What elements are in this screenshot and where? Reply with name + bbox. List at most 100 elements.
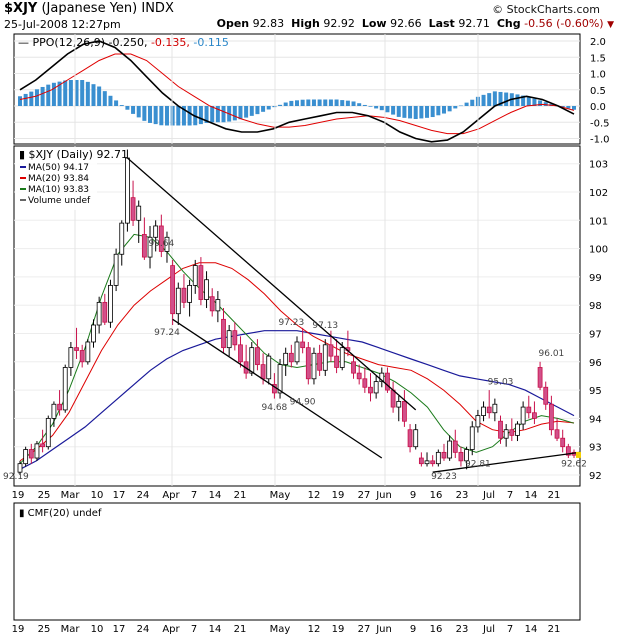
ppo-histogram-bar xyxy=(396,106,401,117)
ppo-histogram-bar xyxy=(351,101,356,106)
ppo-tick-label: 0.0 xyxy=(590,102,606,113)
x-tick-label: 9 xyxy=(410,490,416,501)
candle-body xyxy=(407,429,413,448)
ppo-histogram-bar xyxy=(306,99,311,106)
ppo-histogram-bar xyxy=(453,106,458,109)
symbol: $XJY xyxy=(4,1,38,16)
candle-body xyxy=(322,344,328,371)
ppo-histogram-bar xyxy=(57,81,62,106)
ppo-tick-label: 1.0 xyxy=(590,70,606,81)
candle-body xyxy=(334,355,339,368)
ppo-line xyxy=(19,40,575,143)
candle-body xyxy=(537,367,543,388)
candle-body xyxy=(452,440,458,453)
x-tick-label: 12 xyxy=(308,490,321,501)
ppo-histogram-bar xyxy=(80,80,85,106)
ppo-histogram-bar xyxy=(142,106,147,121)
ppo-histogram-bar xyxy=(210,106,215,123)
ppo-histogram-bar xyxy=(317,99,322,106)
x-tick-label: Apr xyxy=(162,624,180,635)
x-tick-label: 25 xyxy=(38,624,51,635)
source-credit[interactable]: © StockCharts.com xyxy=(492,3,600,16)
x-tick-label: 9 xyxy=(410,624,416,635)
candle-body xyxy=(125,157,130,224)
exchange: INDX xyxy=(141,1,174,16)
ppo-histogram-bar xyxy=(425,106,430,118)
ppo-histogram-bar xyxy=(572,106,576,110)
candle-body xyxy=(385,372,390,391)
x-tick-label: 14 xyxy=(209,624,222,635)
x-tick-label: 24 xyxy=(137,490,150,501)
price-annotation: 96.01 xyxy=(539,349,565,359)
price-tick-label: 97 xyxy=(589,330,602,341)
price-tick-label: 92 xyxy=(589,471,602,482)
candle-body xyxy=(266,355,272,380)
ppo-histogram-bar xyxy=(278,104,283,106)
price-annotation: 97.24 xyxy=(154,328,180,338)
candle-body xyxy=(238,344,243,363)
datetime: 25-Jul-2008 12:27pm xyxy=(4,18,121,31)
ppo-histogram-bar xyxy=(283,102,288,106)
ppo-histogram-bar xyxy=(374,106,379,109)
ppo-histogram-bar xyxy=(136,106,141,118)
ppo-histogram-bar xyxy=(323,99,328,106)
ppo-histogram-bar xyxy=(255,106,260,115)
ppo-histogram-bar xyxy=(362,104,367,106)
candle-body xyxy=(475,415,481,428)
ppo-signal-line xyxy=(19,53,575,135)
ppo-histogram-bar xyxy=(34,89,39,106)
candle-body xyxy=(147,236,153,258)
candle-body xyxy=(554,429,560,439)
candle-body xyxy=(418,457,424,465)
candle-body xyxy=(187,284,192,303)
x-tick-label: Jul xyxy=(482,624,495,635)
ppo-histogram-bar xyxy=(187,106,192,126)
candle-body xyxy=(221,318,226,349)
high-value: 92.92 xyxy=(323,17,355,30)
candle-body xyxy=(277,364,283,394)
candle-body xyxy=(368,386,373,394)
ppo-histogram-bar xyxy=(51,82,56,106)
candle-body xyxy=(526,406,532,414)
x-tick-label: 19 xyxy=(332,490,345,501)
x-tick-label: 19 xyxy=(332,624,345,635)
candle-body xyxy=(435,451,441,465)
ppo-histogram-bar xyxy=(515,94,520,106)
candle-body xyxy=(424,460,430,465)
candle-body xyxy=(283,352,289,366)
ma50-line xyxy=(19,330,575,470)
ppo-histogram-bar xyxy=(487,93,492,106)
ppo-histogram-bar xyxy=(385,106,390,113)
price-tick-label: 100 xyxy=(589,245,608,256)
candle-body xyxy=(28,449,34,459)
candle-body xyxy=(198,265,204,300)
price-annotation: 92.62 xyxy=(561,460,587,470)
ppo-histogram-bar xyxy=(560,106,565,108)
candle-body xyxy=(469,426,475,450)
ppo-histogram-bar xyxy=(289,100,294,106)
trendline xyxy=(432,451,580,473)
legend-bg xyxy=(15,147,97,210)
candle-body xyxy=(62,367,68,411)
ppo-histogram-bar xyxy=(198,106,203,125)
x-tick-label: 21 xyxy=(548,490,561,501)
candle-body xyxy=(85,341,91,363)
cmf-panel: ▮ CMF(20) undef xyxy=(13,502,581,621)
ppo-histogram-bar xyxy=(464,102,469,106)
ppo-histogram-bar xyxy=(23,93,28,106)
ppo-histogram-bar xyxy=(458,105,463,107)
candle-body xyxy=(113,253,119,286)
ppo-histogram-bar xyxy=(419,106,424,119)
price-tick-label: 94 xyxy=(589,414,602,425)
price-annotation: 92.23 xyxy=(431,472,457,482)
x-tick-label: 17 xyxy=(113,624,126,635)
candle-body xyxy=(96,301,102,326)
ppo-histogram-bar xyxy=(328,99,333,106)
price-annotation: 92.19 xyxy=(3,472,29,482)
ppo-histogram-bar xyxy=(125,106,130,110)
candle-body xyxy=(509,429,515,436)
ppo-histogram-bar xyxy=(68,80,73,106)
x-tick-label: 19 xyxy=(12,490,25,501)
candle-body xyxy=(74,347,79,351)
down-triangle-icon: ▼ xyxy=(607,20,614,30)
